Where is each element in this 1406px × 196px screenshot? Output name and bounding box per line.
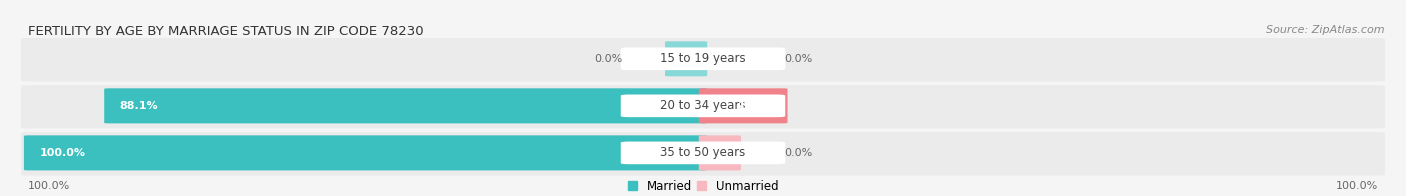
Text: 20 to 34 years: 20 to 34 years bbox=[661, 99, 745, 112]
Legend: Married, Unmarried: Married, Unmarried bbox=[623, 175, 783, 196]
Text: 0.0%: 0.0% bbox=[785, 54, 813, 64]
Text: 100.0%: 100.0% bbox=[1336, 181, 1378, 191]
FancyBboxPatch shape bbox=[621, 47, 785, 70]
FancyBboxPatch shape bbox=[621, 94, 785, 117]
Text: Source: ZipAtlas.com: Source: ZipAtlas.com bbox=[1267, 25, 1385, 35]
FancyBboxPatch shape bbox=[621, 142, 785, 164]
Text: 11.9%: 11.9% bbox=[738, 101, 776, 111]
FancyBboxPatch shape bbox=[665, 41, 707, 76]
Text: 0.0%: 0.0% bbox=[785, 148, 813, 158]
FancyBboxPatch shape bbox=[21, 38, 1385, 81]
FancyBboxPatch shape bbox=[21, 85, 1385, 128]
FancyBboxPatch shape bbox=[24, 135, 707, 170]
Text: 88.1%: 88.1% bbox=[120, 101, 159, 111]
Text: 0.0%: 0.0% bbox=[593, 54, 621, 64]
FancyBboxPatch shape bbox=[699, 135, 741, 170]
FancyBboxPatch shape bbox=[104, 88, 707, 123]
FancyBboxPatch shape bbox=[699, 88, 787, 123]
Text: 15 to 19 years: 15 to 19 years bbox=[661, 52, 745, 65]
Text: 35 to 50 years: 35 to 50 years bbox=[661, 146, 745, 159]
FancyBboxPatch shape bbox=[21, 132, 1385, 175]
Text: 100.0%: 100.0% bbox=[28, 181, 70, 191]
Text: FERTILITY BY AGE BY MARRIAGE STATUS IN ZIP CODE 78230: FERTILITY BY AGE BY MARRIAGE STATUS IN Z… bbox=[28, 25, 423, 38]
Text: 100.0%: 100.0% bbox=[39, 148, 86, 158]
